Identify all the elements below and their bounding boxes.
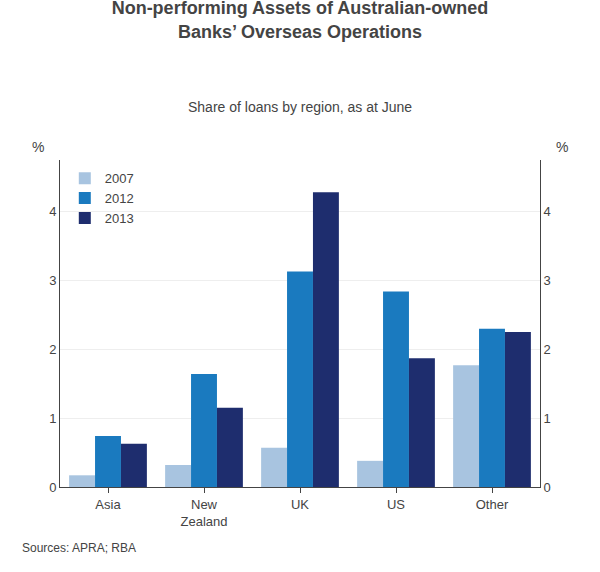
- svg-text:2013: 2013: [105, 211, 134, 226]
- svg-text:4: 4: [49, 204, 56, 219]
- svg-text:1: 1: [49, 411, 56, 426]
- svg-text:Non-performing Assets of Austr: Non-performing Assets of Australian-owne…: [112, 0, 489, 42]
- svg-text:0: 0: [49, 480, 56, 495]
- svg-text:Asia: Asia: [95, 497, 121, 512]
- svg-text:3: 3: [49, 273, 56, 288]
- svg-text:1: 1: [544, 411, 551, 426]
- svg-text:Share of loans by region, as a: Share of loans by region, as at June: [188, 99, 412, 115]
- svg-text:Sources: APRA; RBA: Sources: APRA; RBA: [22, 541, 136, 555]
- svg-text:2: 2: [49, 342, 56, 357]
- svg-text:Other: Other: [476, 497, 509, 512]
- svg-text:NewZealand: NewZealand: [181, 497, 228, 529]
- svg-text:4: 4: [544, 204, 551, 219]
- svg-text:2012: 2012: [105, 191, 134, 206]
- svg-text:US: US: [387, 497, 405, 512]
- svg-text:2007: 2007: [105, 171, 134, 186]
- svg-text:%: %: [556, 139, 568, 155]
- svg-text:UK: UK: [291, 497, 309, 512]
- svg-text:0: 0: [544, 480, 551, 495]
- svg-text:2: 2: [544, 342, 551, 357]
- svg-text:3: 3: [544, 273, 551, 288]
- svg-text:%: %: [32, 139, 44, 155]
